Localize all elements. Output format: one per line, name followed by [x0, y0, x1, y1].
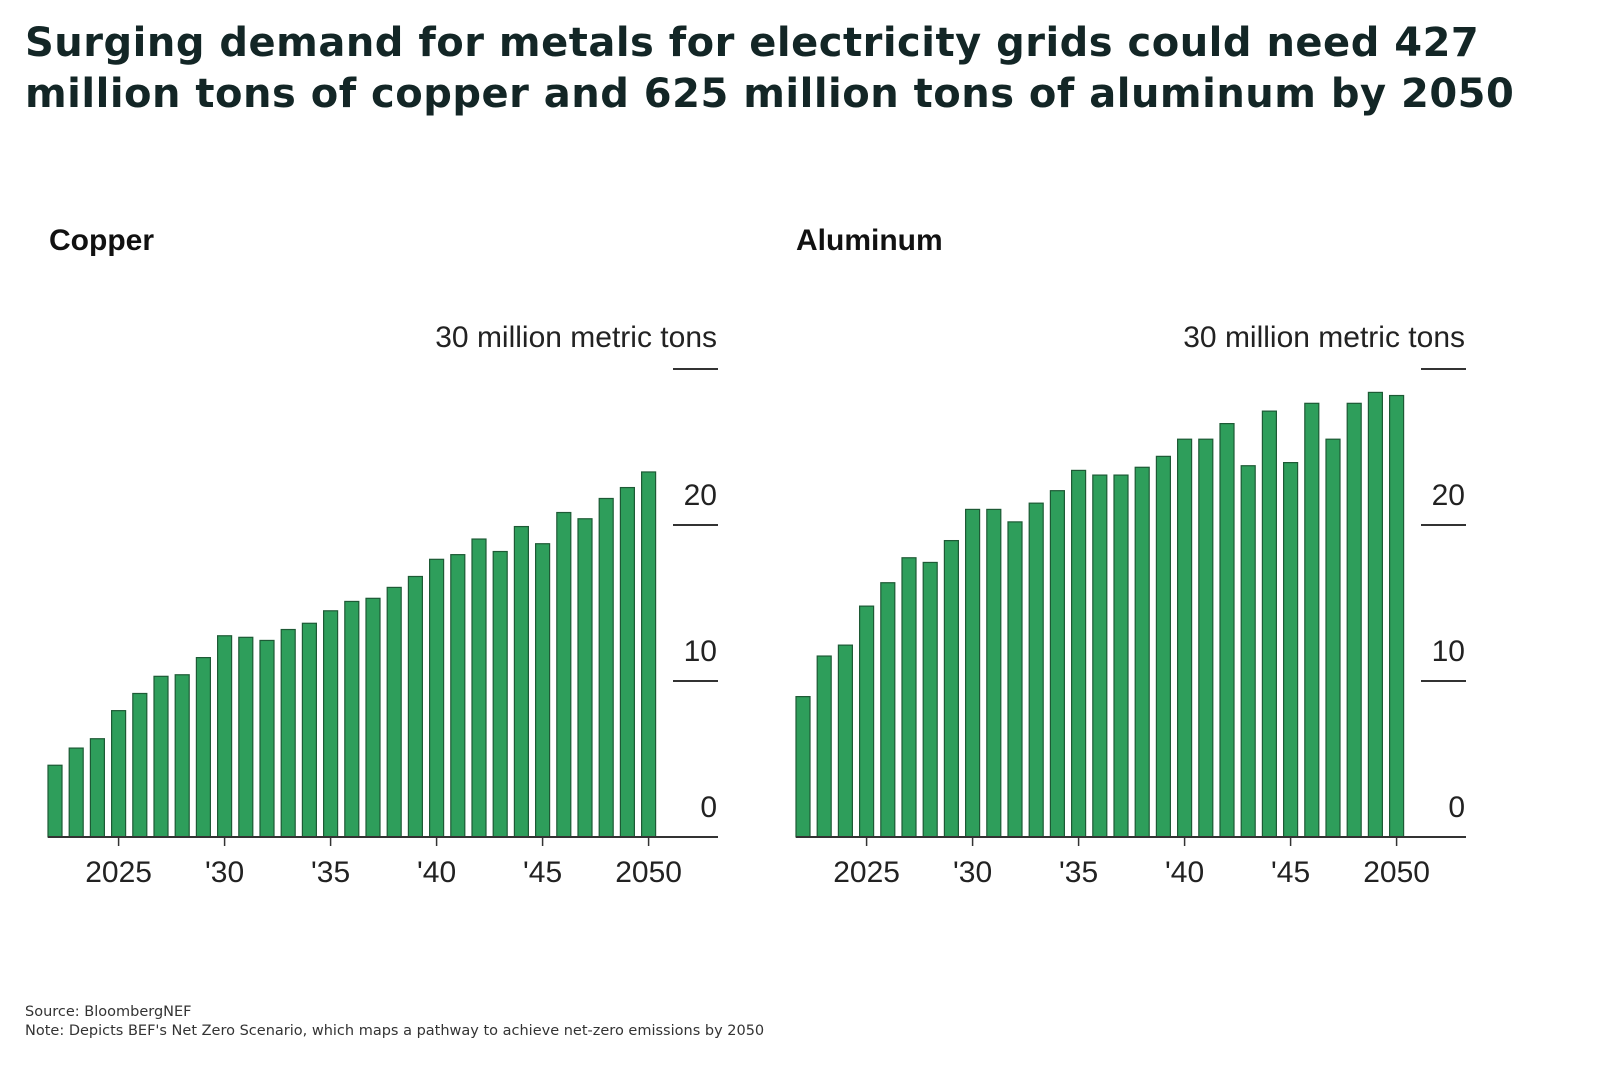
aluminum-bar-2045: [1282, 462, 1299, 838]
aluminum-bar-2030: [964, 508, 981, 838]
copper-bar-2023: [68, 747, 84, 838]
copper-bar-2043: [492, 550, 508, 838]
aluminum-y-tick-label-20: 20: [1432, 479, 1465, 512]
copper-bar-2044: [513, 525, 530, 838]
copper-bar-2028: [174, 674, 190, 838]
copper-bar-2022: [47, 764, 63, 838]
copper-bar-2041: [450, 554, 466, 838]
copper-y-tick-label-0: 0: [700, 791, 717, 824]
aluminum-panel-title: Aluminum: [796, 224, 943, 257]
copper-panel-title: Copper: [49, 224, 154, 257]
aluminum-bar-2043: [1240, 465, 1256, 838]
copper-bar-2025: [110, 710, 127, 838]
aluminum-bar-2026: [880, 582, 896, 838]
copper-bar-2046: [556, 511, 572, 838]
aluminum-bar-2036: [1092, 474, 1108, 838]
aluminum-bar-2049: [1367, 391, 1384, 838]
aluminum-bar-2028: [922, 561, 938, 838]
copper-bar-2024: [89, 738, 106, 838]
aluminum-bar-2040: [1176, 438, 1193, 838]
aluminum-bar-2025: [858, 605, 875, 838]
copper-bar-2035: [323, 610, 339, 838]
aluminum-x-tick-label-2045: '45: [1271, 856, 1310, 889]
copper-x-tick-label-2045: '45: [523, 856, 562, 889]
aluminum-x-tick-label-2050: 2050: [1363, 856, 1430, 889]
aluminum-bar-2046: [1304, 402, 1320, 838]
aluminum-y-tick-label-30: 30 million metric tons: [1183, 321, 1465, 354]
aluminum-bar-2024: [837, 644, 854, 838]
copper-x-tick-label-2035: '35: [311, 856, 350, 889]
aluminum-y-tick-label-0: 0: [1448, 791, 1465, 824]
copper-x-tick-label-2040: '40: [417, 856, 456, 889]
aluminum-bar-2041: [1198, 438, 1214, 838]
copper-bar-2047: [577, 518, 593, 838]
aluminum-bar-2027: [901, 557, 917, 838]
copper-y-tick-label-20: 20: [684, 479, 717, 512]
copper-y-tick-label-30: 30 million metric tons: [435, 321, 717, 354]
note-text: Note: Depicts BEF's Net Zero Scenario, w…: [25, 1023, 765, 1039]
copper-x-tick-label-2050: 2050: [615, 856, 682, 889]
copper-bar-2040: [429, 558, 445, 838]
chart-title: Surging demand for metals for electricit…: [25, 20, 1515, 117]
copper-bar-2038: [386, 586, 402, 838]
copper-bar-2034: [301, 622, 317, 838]
aluminum-bar-2031: [986, 508, 1002, 838]
copper-bar-2037: [365, 597, 381, 838]
copper-bar-2026: [132, 692, 148, 838]
copper-bar-2031: [238, 636, 254, 838]
copper-bar-2045: [534, 543, 551, 838]
aluminum-bar-2044: [1261, 410, 1278, 838]
aluminum-bar-2034: [1049, 490, 1066, 838]
copper-bar-2048: [598, 497, 614, 838]
copper-bar-2049: [619, 486, 636, 838]
aluminum-bar-2050: [1388, 394, 1405, 838]
aluminum-bar-2039: [1155, 455, 1172, 838]
aluminum-bar-2038: [1134, 466, 1150, 838]
copper-bar-2050: [640, 471, 657, 838]
copper-y-tick-label-10: 10: [684, 635, 717, 668]
aluminum-bar-2048: [1346, 402, 1362, 838]
aluminum-y-tick-label-10: 10: [1432, 635, 1465, 668]
aluminum-x-tick-label-2040: '40: [1165, 856, 1204, 889]
copper-bar-2030: [217, 635, 233, 838]
aluminum-bar-2033: [1028, 502, 1044, 838]
copper-bar-2033: [280, 628, 296, 838]
copper-bar-2032: [259, 639, 275, 838]
aluminum-x-tick-label-2030: '30: [953, 856, 992, 889]
aluminum-bar-2029: [943, 539, 960, 838]
aluminum-bar-2042: [1219, 423, 1235, 838]
aluminum-bar-2023: [816, 655, 832, 838]
aluminum-bar-2037: [1113, 474, 1129, 838]
copper-bar-2039: [407, 575, 423, 838]
footer: Source: BloombergNEF Note: Depicts BEF's…: [25, 1003, 764, 1041]
copper-bar-2036: [344, 600, 360, 838]
aluminum-bar-2047: [1325, 438, 1341, 838]
copper-x-tick-label-2025: 2025: [85, 856, 152, 889]
aluminum-bar-2022: [795, 695, 811, 838]
aluminum-x-tick-label-2035: '35: [1059, 856, 1098, 889]
aluminum-bar-2035: [1070, 469, 1087, 838]
aluminum-bar-2032: [1007, 521, 1023, 838]
copper-bar-2042: [471, 538, 487, 838]
aluminum-x-tick-label-2025: 2025: [833, 856, 900, 889]
copper-bar-2027: [153, 675, 169, 838]
source-text: Source: BloombergNEF: [25, 1004, 192, 1020]
copper-x-tick-label-2030: '30: [205, 856, 244, 889]
copper-bar-2029: [195, 656, 211, 838]
